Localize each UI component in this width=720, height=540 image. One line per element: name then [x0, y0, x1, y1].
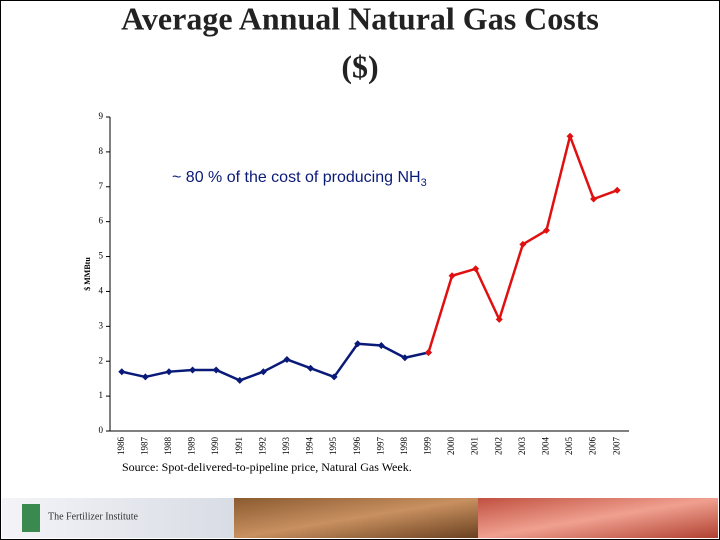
y-tick-label: 5: [99, 251, 104, 261]
data-point: [165, 368, 173, 376]
data-point: [495, 315, 503, 323]
y-tick-label: 8: [99, 146, 104, 156]
x-tick-label: 2006: [588, 437, 598, 456]
x-tick-label: 2001: [470, 437, 480, 455]
x-tick-label: 2002: [493, 437, 503, 455]
data-point: [283, 355, 291, 363]
data-point: [448, 272, 456, 280]
x-tick-label: 1986: [116, 437, 126, 456]
footer-logo-panel: [2, 498, 234, 538]
x-tick-label: 1994: [305, 437, 315, 456]
y-tick-label: 3: [99, 320, 104, 330]
data-point: [354, 340, 362, 348]
x-tick-label: 1990: [210, 437, 220, 456]
x-tick-label: 2005: [564, 437, 574, 456]
y-tick-label: 1: [99, 390, 104, 400]
footer: The Fertilizer Institute: [2, 498, 718, 538]
data-point: [566, 132, 574, 140]
data-point: [424, 349, 432, 356]
x-tick-label: 1999: [423, 437, 433, 456]
data-point: [189, 366, 197, 374]
data-point: [377, 342, 385, 350]
x-tick-label: 2003: [517, 437, 527, 456]
y-tick-label: 0: [99, 425, 104, 435]
annotation-subscript: 3: [421, 177, 427, 189]
x-tick-label: 1998: [399, 437, 409, 456]
x-tick-label: 1993: [281, 437, 291, 456]
footer-logo-text: The Fertilizer Institute: [48, 511, 139, 522]
data-point: [212, 366, 220, 374]
x-tick-label: 1995: [328, 437, 338, 456]
data-point: [118, 368, 126, 376]
x-tick-label: 1988: [163, 437, 173, 456]
data-point: [519, 240, 527, 248]
x-tick-label: 2004: [540, 437, 550, 456]
annotation-text: ~ 80 % of the cost of producing NH: [172, 169, 421, 186]
data-point: [259, 368, 267, 376]
data-point: [590, 195, 598, 203]
x-tick-label: 1991: [234, 437, 244, 455]
y-axis-label: $ MMBtu: [83, 257, 92, 291]
y-tick-label: 4: [99, 286, 104, 296]
data-point: [613, 186, 621, 194]
y-tick-label: 2: [99, 355, 104, 365]
chart-subtitle: ($): [341, 48, 378, 84]
annotation: ~ 80 % of the cost of producing NH3: [172, 169, 427, 189]
footer-image: [478, 498, 718, 538]
source-note: Source: Spot-delivered-to-pipeline price…: [122, 460, 412, 474]
x-tick-label: 1996: [352, 437, 362, 456]
data-point: [542, 226, 550, 234]
data-point: [401, 354, 409, 362]
data-point: [236, 376, 244, 384]
x-tick-label: 2007: [611, 437, 621, 456]
data-point: [307, 364, 315, 372]
plot: 0 1 2 3 4 5 6 7 8 9 1986 1987 1988 1989 1990 1991 1992 19…: [99, 111, 629, 456]
y-tick-label: 9: [99, 111, 104, 121]
x-tick-label: 1987: [139, 437, 149, 456]
chart-title: Average Annual Natural Gas Costs: [121, 0, 599, 36]
footer-logo-icon: [22, 504, 40, 532]
y-tick-label: 7: [99, 181, 104, 191]
x-tick-label: 1992: [257, 437, 267, 455]
x-tick-label: 2000: [446, 437, 456, 456]
footer-image: [234, 498, 478, 538]
data-point: [330, 373, 338, 381]
x-tick-label: 1989: [187, 437, 197, 456]
y-tick-label: 6: [99, 216, 104, 226]
x-tick-label: 1997: [375, 437, 385, 456]
data-point: [141, 373, 149, 381]
data-point: [472, 265, 480, 273]
series-line: [121, 342, 429, 382]
